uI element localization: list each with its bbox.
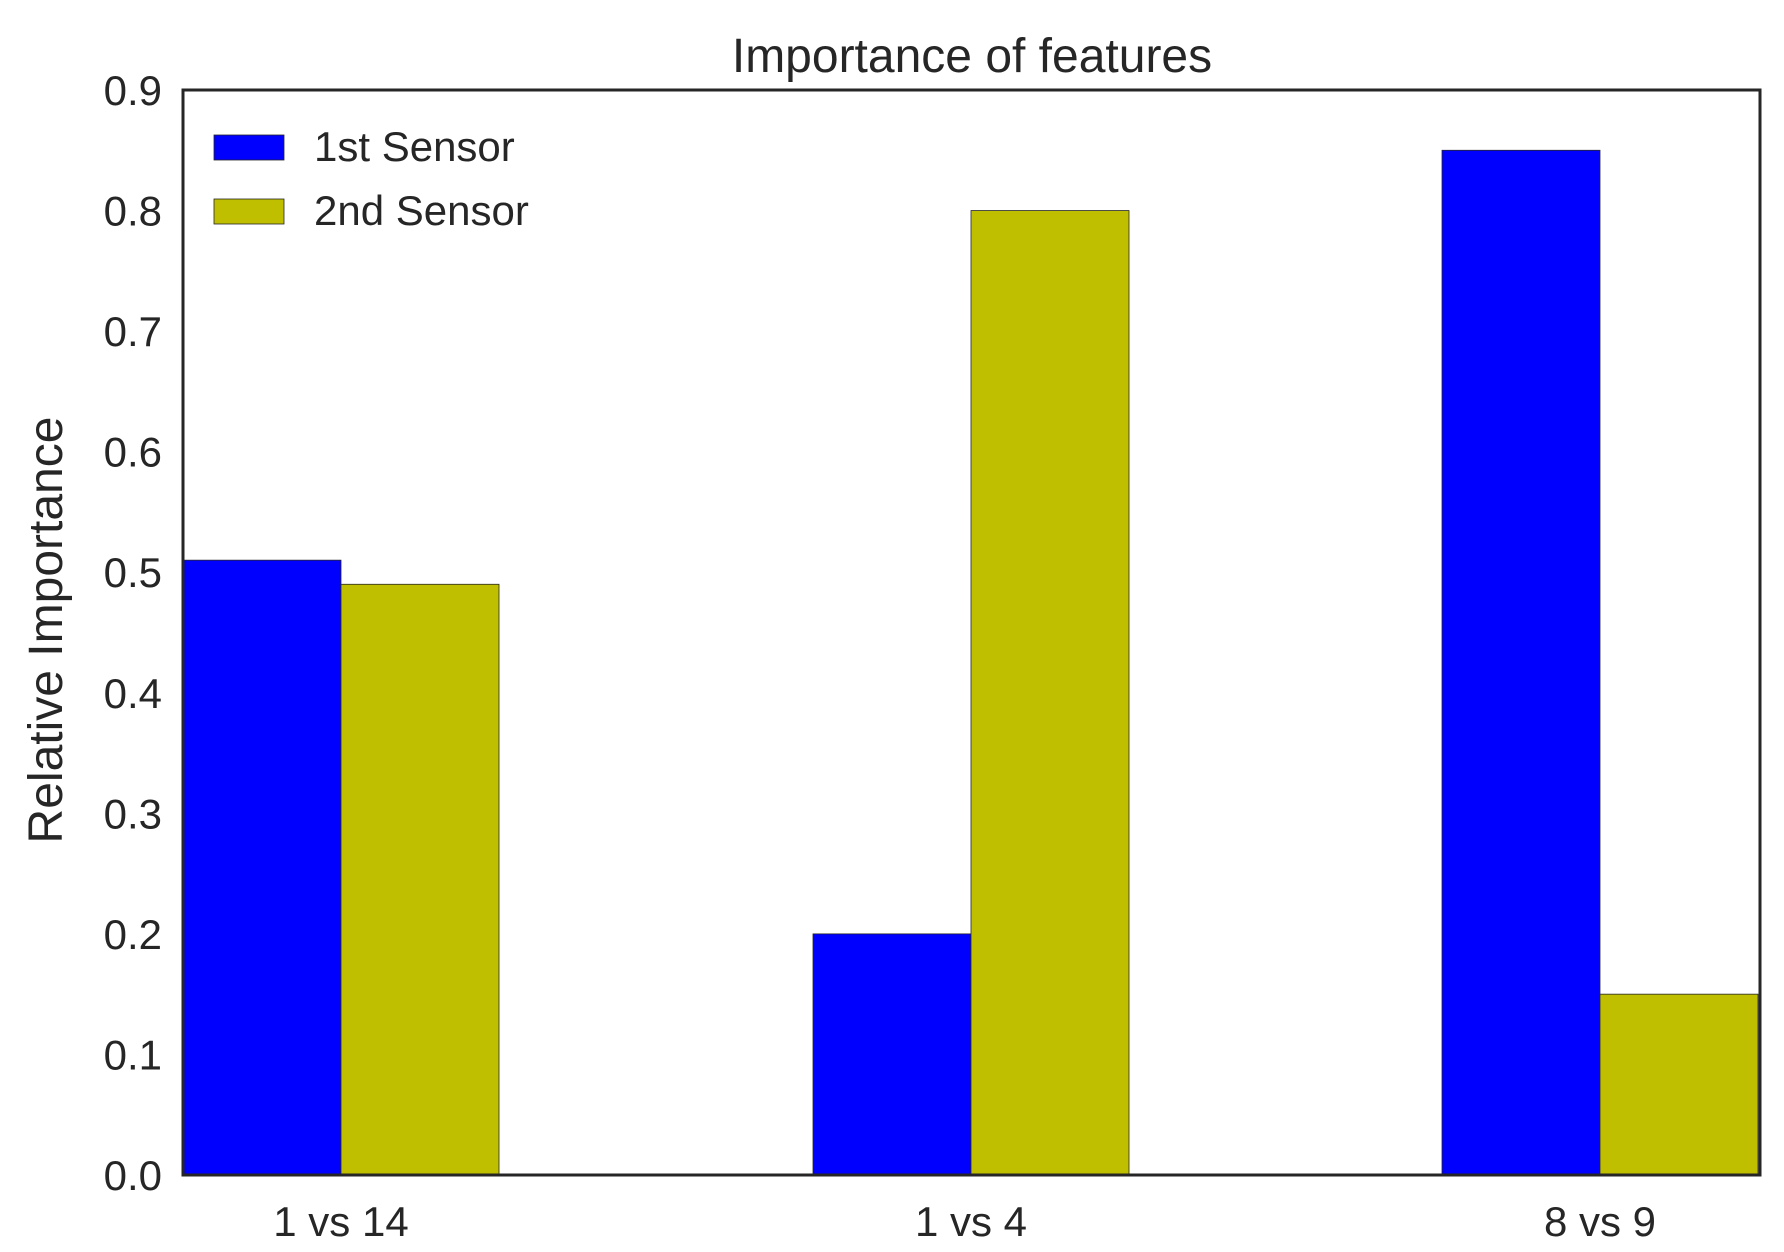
y-axis-ticks: 0.0 0.1 0.2 0.3 0.4 0.5 0.6 0.7 0.8 0.9 <box>104 67 162 1199</box>
legend-label: 1st Sensor <box>314 123 515 170</box>
y-tick-label: 0.8 <box>104 188 162 235</box>
legend-label: 2nd Sensor <box>314 187 529 234</box>
y-tick-label: 0.0 <box>104 1152 162 1199</box>
legend: 1st Sensor 2nd Sensor <box>213 123 529 234</box>
y-tick-label: 0.5 <box>104 549 162 596</box>
plot-frame <box>181 88 1762 1177</box>
x-axis-ticks: 1 vs 14 1 vs 4 8 vs 9 <box>273 1198 1656 1245</box>
x-tick-label: 1 vs 14 <box>273 1198 408 1245</box>
chart-title: Importance of features <box>732 30 1212 83</box>
x-tick-label: 8 vs 9 <box>1544 1198 1656 1245</box>
y-tick-label: 0.7 <box>104 308 162 355</box>
y-tick-label: 0.1 <box>104 1031 162 1078</box>
bars <box>182 149 1759 1176</box>
bar-first-sensor <box>1441 149 1601 1176</box>
x-tick-label: 1 vs 4 <box>915 1198 1027 1245</box>
y-axis-label: Relative Importance <box>20 417 73 844</box>
bar-first-sensor <box>182 559 342 1176</box>
legend-swatch <box>213 134 285 161</box>
y-tick-label: 0.3 <box>104 790 162 837</box>
bar-second-sensor <box>970 210 1130 1176</box>
bar-second-sensor <box>1599 993 1759 1176</box>
bar-second-sensor <box>340 583 500 1176</box>
y-tick-label: 0.6 <box>104 429 162 476</box>
y-tick-label: 0.9 <box>104 67 162 114</box>
bar-first-sensor <box>812 933 972 1176</box>
y-tick-label: 0.4 <box>104 670 162 717</box>
legend-swatch <box>213 198 285 225</box>
y-tick-label: 0.2 <box>104 911 162 958</box>
